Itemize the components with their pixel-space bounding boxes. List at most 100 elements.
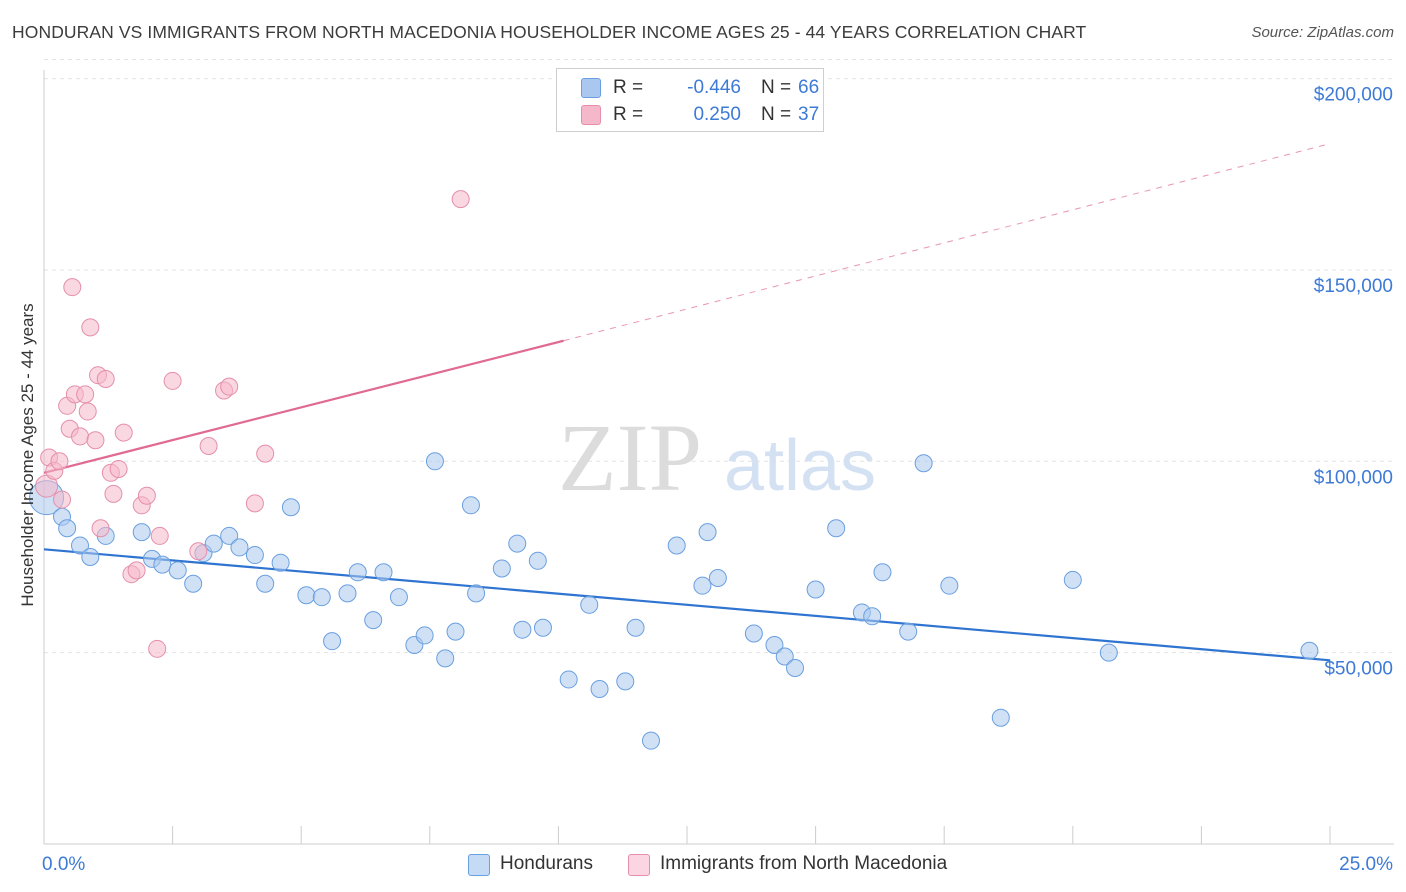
legend-n-label: N = bbox=[761, 77, 792, 98]
data-point-hondurans bbox=[436, 649, 455, 668]
data-point-hondurans bbox=[508, 534, 527, 553]
data-point-hondurans bbox=[184, 574, 203, 593]
data-point-macedonia bbox=[256, 444, 275, 463]
legend-n-label: N = bbox=[761, 104, 792, 125]
legend-r-label: R = bbox=[613, 104, 644, 125]
data-point-hondurans bbox=[446, 622, 465, 641]
grid bbox=[44, 58, 1394, 654]
data-point-hondurans bbox=[389, 588, 408, 607]
data-point-macedonia bbox=[245, 494, 264, 513]
data-point-hondurans bbox=[765, 635, 784, 654]
data-point-macedonia bbox=[104, 484, 123, 503]
data-point-macedonia bbox=[137, 486, 156, 505]
y-tick-label: $50,000 bbox=[1324, 659, 1393, 680]
watermark: ZIP atlas bbox=[558, 404, 876, 511]
x-tick-label-max: 25.0% bbox=[1339, 854, 1393, 875]
data-point-hondurans bbox=[256, 574, 275, 593]
data-points bbox=[29, 190, 1319, 750]
data-point-hondurans bbox=[415, 626, 434, 645]
legend-swatch-macedonia bbox=[628, 854, 650, 876]
legend-label-macedonia: Immigrants from North Macedonia bbox=[660, 853, 948, 874]
data-point-hondurans bbox=[698, 523, 717, 542]
data-point-hondurans bbox=[899, 622, 918, 641]
data-point-hondurans bbox=[1063, 570, 1082, 589]
data-point-macedonia bbox=[53, 490, 72, 509]
data-point-macedonia bbox=[78, 402, 97, 421]
data-point-hondurans bbox=[708, 569, 727, 588]
data-point-hondurans bbox=[312, 588, 331, 607]
data-point-hondurans bbox=[806, 580, 825, 599]
data-point-macedonia bbox=[86, 431, 105, 450]
data-point-hondurans bbox=[744, 624, 763, 643]
data-point-hondurans bbox=[1300, 641, 1319, 660]
y-tick-label: $150,000 bbox=[1314, 276, 1393, 297]
source-credit: Source: ZipAtlas.com bbox=[1251, 24, 1394, 41]
data-point-hondurans bbox=[132, 523, 151, 542]
data-point-hondurans bbox=[533, 618, 552, 637]
stats-legend: R = -0.446 N = 66 R = 0.250 N = 37 bbox=[556, 68, 824, 132]
data-point-hondurans bbox=[914, 454, 933, 473]
data-point-hondurans bbox=[425, 452, 444, 471]
watermark-atlas: atlas bbox=[724, 426, 876, 506]
data-point-hondurans bbox=[559, 670, 578, 689]
data-point-macedonia bbox=[91, 519, 110, 538]
data-point-macedonia bbox=[81, 318, 100, 337]
y-axis-label: Householder Income Ages 25 - 44 years bbox=[18, 303, 37, 607]
data-point-hondurans bbox=[626, 618, 645, 637]
data-point-hondurans bbox=[220, 526, 239, 545]
data-point-macedonia bbox=[451, 190, 470, 209]
data-point-hondurans bbox=[513, 620, 532, 639]
axes bbox=[43, 70, 1394, 845]
data-point-hondurans bbox=[528, 551, 547, 570]
data-point-hondurans bbox=[81, 547, 100, 566]
data-point-hondurans bbox=[297, 586, 316, 605]
data-point-hondurans bbox=[348, 563, 367, 582]
data-point-hondurans bbox=[492, 559, 511, 578]
data-point-hondurans bbox=[863, 607, 882, 626]
legend-r-value: -0.446 bbox=[687, 77, 741, 98]
data-point-hondurans bbox=[58, 519, 77, 538]
data-point-macedonia bbox=[76, 385, 95, 404]
trend-line-macedonia bbox=[43, 339, 564, 474]
data-point-macedonia bbox=[127, 561, 146, 580]
data-point-hondurans bbox=[364, 611, 383, 630]
data-point-hondurans bbox=[245, 546, 264, 565]
data-point-hondurans bbox=[461, 496, 480, 515]
data-point-hondurans bbox=[775, 647, 794, 666]
data-point-macedonia bbox=[199, 436, 218, 455]
chart-title: HONDURAN VS IMMIGRANTS FROM NORTH MACEDO… bbox=[12, 22, 1087, 42]
tick-labels: $50,000 $100,000 $150,000 $200,000 0.0% 25.0% bbox=[42, 85, 1393, 875]
y-tick-label: $200,000 bbox=[1314, 85, 1393, 106]
legend-r-value: 0.250 bbox=[693, 104, 741, 125]
data-point-macedonia bbox=[71, 427, 90, 446]
data-point-hondurans bbox=[590, 680, 609, 699]
legend-r-label: R = bbox=[613, 77, 644, 98]
data-point-hondurans bbox=[153, 555, 172, 574]
data-point-macedonia bbox=[50, 452, 69, 471]
data-point-macedonia bbox=[150, 526, 169, 545]
legend-swatch-hondurans bbox=[468, 854, 490, 876]
legend-swatch-macedonia bbox=[581, 105, 601, 125]
data-point-hondurans bbox=[667, 536, 686, 555]
data-point-macedonia bbox=[189, 542, 208, 561]
data-point-macedonia bbox=[96, 370, 115, 389]
legend-n-value: 66 bbox=[798, 77, 820, 98]
y-tick-label: $100,000 bbox=[1314, 467, 1393, 488]
data-point-hondurans bbox=[230, 538, 249, 557]
trend-lines bbox=[43, 143, 1331, 662]
data-point-hondurans bbox=[827, 519, 846, 538]
data-point-hondurans bbox=[1099, 643, 1118, 662]
data-point-hondurans bbox=[580, 595, 599, 614]
data-point-macedonia bbox=[163, 371, 182, 390]
data-point-macedonia bbox=[109, 459, 128, 478]
trend-line-hondurans bbox=[43, 548, 1331, 662]
data-point-hondurans bbox=[786, 658, 805, 677]
legend-n-value: 37 bbox=[798, 104, 820, 125]
data-point-hondurans bbox=[374, 563, 393, 582]
data-point-hondurans bbox=[338, 584, 357, 603]
trend-extension-macedonia bbox=[563, 143, 1331, 342]
watermark-zip: ZIP bbox=[558, 404, 702, 511]
data-point-macedonia bbox=[148, 639, 167, 658]
data-point-macedonia bbox=[220, 377, 239, 396]
